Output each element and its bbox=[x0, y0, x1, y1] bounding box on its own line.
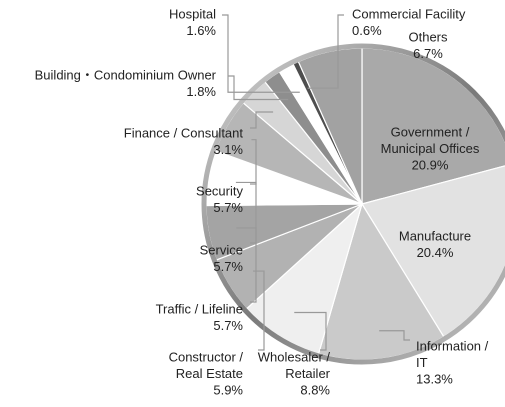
value-label: 1.6% bbox=[186, 23, 216, 38]
category-label: Others bbox=[408, 29, 448, 44]
category-label: IT bbox=[416, 355, 428, 370]
value-label: 20.9% bbox=[412, 157, 449, 172]
category-label: Security bbox=[196, 183, 243, 198]
value-label: 5.7% bbox=[213, 200, 243, 215]
value-label: 3.1% bbox=[213, 142, 243, 157]
category-label: Finance / Consultant bbox=[124, 125, 244, 140]
leader-line bbox=[222, 14, 300, 93]
leader-line bbox=[253, 270, 265, 351]
value-label: 8.8% bbox=[300, 382, 330, 397]
value-label: 6.7% bbox=[413, 46, 443, 61]
category-label: Building・Condominium Owner bbox=[35, 67, 217, 82]
category-label: Hospital bbox=[169, 6, 216, 21]
category-label: Real Estate bbox=[176, 366, 243, 381]
leader-line bbox=[379, 330, 410, 341]
value-label: 1.8% bbox=[186, 84, 216, 99]
leader-line bbox=[228, 75, 289, 101]
pie bbox=[205, 47, 505, 361]
category-label: Traffic / Lifeline bbox=[156, 301, 243, 316]
category-label: Municipal Offices bbox=[381, 141, 480, 156]
value-label: 20.4% bbox=[417, 245, 454, 260]
category-label: Service bbox=[200, 242, 243, 257]
leader-line bbox=[294, 311, 327, 351]
value-label: 5.9% bbox=[213, 382, 243, 397]
category-label: Wholesaler / bbox=[258, 349, 331, 364]
leader-line bbox=[236, 227, 257, 303]
leader-line bbox=[235, 181, 257, 244]
category-label: Government / bbox=[391, 124, 470, 139]
pie-rim bbox=[201, 43, 505, 365]
leader-line bbox=[307, 14, 344, 89]
category-label: Retailer bbox=[285, 366, 330, 381]
category-label: Information / bbox=[416, 338, 489, 353]
value-label: 13.3% bbox=[416, 371, 453, 386]
value-label: 5.7% bbox=[213, 318, 243, 333]
category-label: Constructor / bbox=[169, 349, 244, 364]
value-label: 5.7% bbox=[213, 259, 243, 274]
category-label: Manufacture bbox=[399, 228, 471, 243]
leader-line bbox=[250, 139, 257, 185]
category-label: Commercial Facility bbox=[352, 6, 466, 21]
leader-line bbox=[250, 111, 274, 129]
value-label: 0.6% bbox=[352, 23, 382, 38]
